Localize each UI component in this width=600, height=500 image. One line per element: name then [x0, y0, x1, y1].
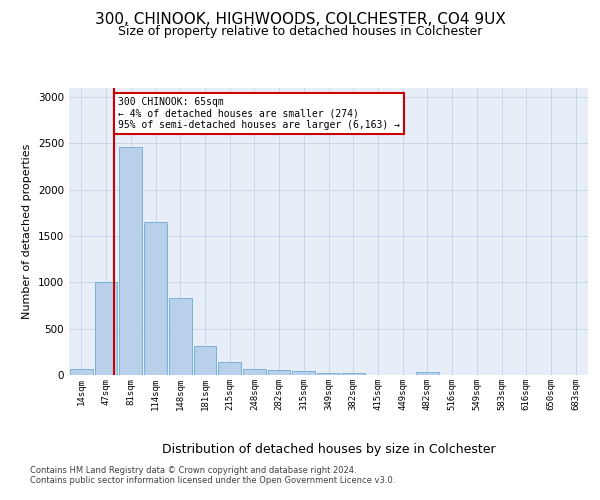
Text: Contains HM Land Registry data © Crown copyright and database right 2024.: Contains HM Land Registry data © Crown c…: [30, 466, 356, 475]
Bar: [342, 372, 365, 375]
Text: Contains public sector information licensed under the Open Government Licence v3: Contains public sector information licen…: [30, 476, 395, 485]
Bar: [243, 370, 266, 375]
Bar: [70, 370, 93, 375]
Bar: [268, 370, 290, 375]
Bar: [317, 373, 340, 375]
Bar: [416, 372, 439, 375]
Bar: [95, 282, 118, 375]
Bar: [169, 298, 191, 375]
Text: 300, CHINOOK, HIGHWOODS, COLCHESTER, CO4 9UX: 300, CHINOOK, HIGHWOODS, COLCHESTER, CO4…: [95, 12, 505, 28]
Bar: [292, 371, 315, 375]
Bar: [218, 362, 241, 375]
Text: Distribution of detached houses by size in Colchester: Distribution of detached houses by size …: [162, 442, 496, 456]
Bar: [119, 147, 142, 375]
Text: Size of property relative to detached houses in Colchester: Size of property relative to detached ho…: [118, 25, 482, 38]
Bar: [144, 222, 167, 375]
Y-axis label: Number of detached properties: Number of detached properties: [22, 144, 32, 319]
Bar: [194, 346, 216, 375]
Text: 300 CHINOOK: 65sqm
← 4% of detached houses are smaller (274)
95% of semi-detache: 300 CHINOOK: 65sqm ← 4% of detached hous…: [118, 97, 400, 130]
